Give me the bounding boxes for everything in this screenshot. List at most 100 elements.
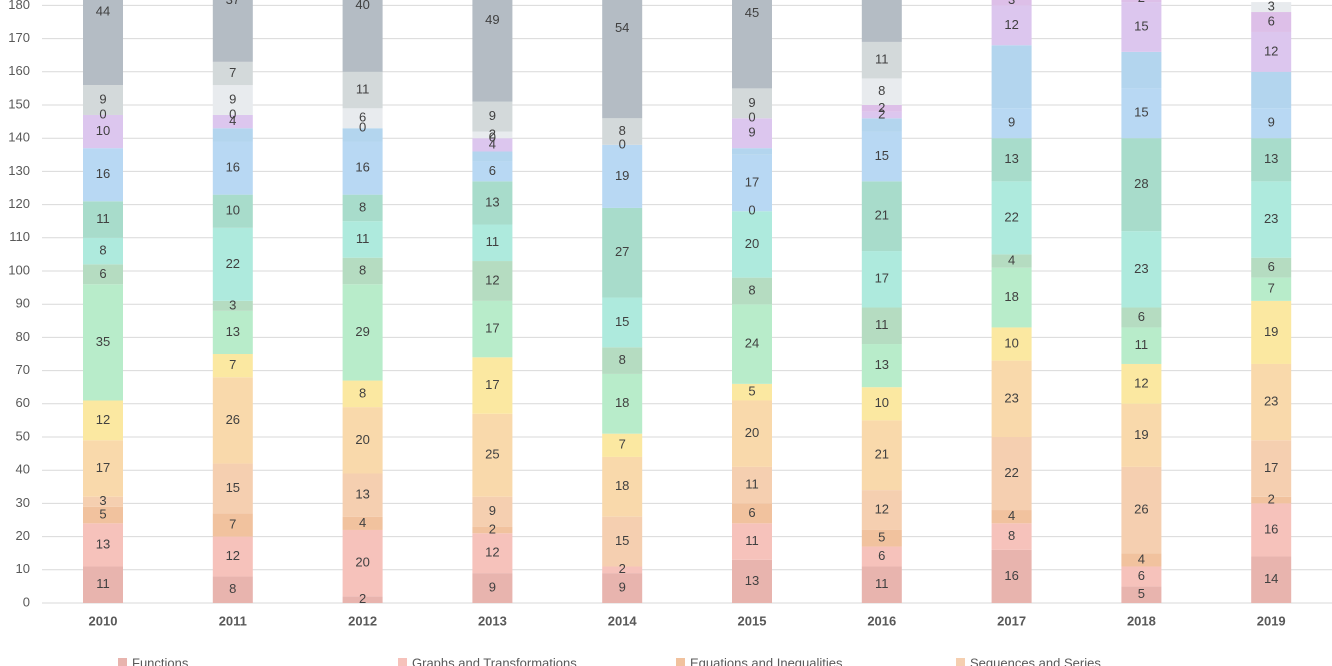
bar-segment bbox=[861, 529, 902, 547]
data-label: 12 bbox=[485, 272, 499, 287]
bar-segment bbox=[1121, 88, 1162, 139]
data-label: 9 bbox=[1008, 115, 1015, 130]
bar-segment bbox=[861, 251, 902, 308]
data-label: 2 bbox=[1268, 492, 1275, 507]
y-tick-label: 60 bbox=[16, 395, 30, 410]
data-label: 16 bbox=[355, 160, 369, 175]
data-label: 15 bbox=[615, 314, 629, 329]
bar-segment bbox=[861, 78, 902, 105]
bar-segment bbox=[212, 576, 253, 603]
bar-segment bbox=[1251, 108, 1292, 139]
data-label: 22 bbox=[1004, 465, 1018, 480]
x-tick-label: 2011 bbox=[219, 613, 247, 628]
bar-segment bbox=[212, 0, 253, 62]
bar-segment bbox=[1251, 31, 1292, 72]
y-tick-label: 110 bbox=[9, 229, 30, 244]
bar-segment bbox=[472, 300, 513, 358]
data-label: 0 bbox=[619, 136, 626, 151]
y-tick-label: 160 bbox=[8, 63, 30, 78]
bar-segment bbox=[861, 387, 902, 421]
bar-segment bbox=[212, 85, 253, 115]
data-label: 3 bbox=[229, 297, 236, 312]
data-label: 17 bbox=[485, 321, 499, 336]
bar-segment bbox=[1121, 566, 1162, 587]
bar-segment bbox=[602, 0, 643, 119]
bar-segment bbox=[732, 503, 772, 524]
bar-segment bbox=[212, 513, 253, 537]
bar-segment bbox=[602, 118, 643, 145]
x-tick-label: 2015 bbox=[738, 613, 767, 628]
data-label: 17 bbox=[875, 271, 889, 286]
y-tick-label: 50 bbox=[16, 428, 30, 443]
data-label: 9 bbox=[489, 108, 496, 123]
x-tick-label: 2018 bbox=[1127, 613, 1156, 628]
bar-segment bbox=[342, 141, 383, 195]
data-label: 15 bbox=[1134, 105, 1148, 120]
x-tick-label: 2019 bbox=[1257, 613, 1286, 628]
data-label: 40 bbox=[355, 0, 369, 12]
bar-segment bbox=[342, 108, 383, 129]
data-label: 17 bbox=[485, 377, 499, 392]
bar-segment bbox=[472, 357, 513, 414]
data-label: 7 bbox=[229, 65, 236, 80]
data-label: 2 bbox=[878, 106, 885, 121]
data-label: 6 bbox=[489, 163, 496, 178]
data-label: 7 bbox=[229, 516, 236, 531]
bar-segment bbox=[1121, 138, 1162, 232]
bar-segment bbox=[1121, 2, 1162, 52]
data-label: 5 bbox=[1138, 586, 1145, 601]
data-label: 12 bbox=[1004, 17, 1018, 32]
bar-segment bbox=[732, 154, 772, 212]
bar-segment bbox=[861, 181, 902, 252]
bar-segment bbox=[342, 194, 383, 222]
y-tick-label: 180 bbox=[8, 0, 30, 12]
data-label: 13 bbox=[745, 573, 759, 588]
data-label: 5 bbox=[878, 530, 885, 545]
bar-segment bbox=[472, 224, 513, 262]
bar-segment bbox=[472, 526, 513, 534]
data-label: 6 bbox=[1138, 568, 1145, 583]
legend-swatch bbox=[398, 658, 407, 666]
bar-segment bbox=[472, 181, 513, 225]
bar-segment bbox=[732, 0, 772, 89]
bar-segment bbox=[472, 261, 513, 301]
bar-segment bbox=[602, 566, 643, 574]
data-label: 11 bbox=[875, 576, 889, 591]
bar-segment bbox=[83, 440, 123, 497]
bar-segment bbox=[212, 536, 253, 577]
bar-segment bbox=[342, 284, 383, 381]
bar-segment bbox=[472, 413, 513, 497]
bar-segment bbox=[83, 566, 123, 603]
data-label: 4 bbox=[1008, 508, 1015, 523]
bar-segment bbox=[991, 45, 1032, 109]
data-label: 8 bbox=[99, 243, 106, 258]
legend-label: Functions bbox=[132, 655, 189, 666]
bar-segment bbox=[861, 0, 902, 42]
data-label: 13 bbox=[1264, 151, 1278, 166]
data-label: 6 bbox=[1138, 309, 1145, 324]
data-label: 19 bbox=[615, 168, 629, 183]
data-label: 29 bbox=[355, 324, 369, 339]
data-label: 18 bbox=[615, 395, 629, 410]
data-label: 15 bbox=[1134, 18, 1148, 33]
bar-segment bbox=[212, 463, 253, 514]
bar-segment bbox=[1251, 277, 1292, 301]
y-tick-label: 130 bbox=[8, 163, 30, 178]
bar-segment bbox=[602, 573, 643, 603]
data-label: 25 bbox=[485, 447, 499, 462]
data-label: 11 bbox=[875, 317, 889, 332]
bar-segment bbox=[472, 0, 513, 102]
data-label: 0 bbox=[359, 120, 366, 135]
bar-segment bbox=[602, 433, 643, 457]
data-label: 10 bbox=[1004, 335, 1018, 350]
bar-segment bbox=[83, 237, 123, 265]
bar-segment bbox=[1251, 363, 1292, 441]
bar-segment bbox=[991, 181, 1032, 255]
data-label: 7 bbox=[619, 437, 626, 452]
data-label: 13 bbox=[96, 536, 110, 551]
data-label: 9 bbox=[1268, 115, 1275, 130]
data-label: 13 bbox=[875, 357, 889, 372]
bar-segment bbox=[861, 490, 902, 530]
legend-swatch bbox=[956, 658, 965, 666]
bar-segment bbox=[732, 400, 772, 467]
